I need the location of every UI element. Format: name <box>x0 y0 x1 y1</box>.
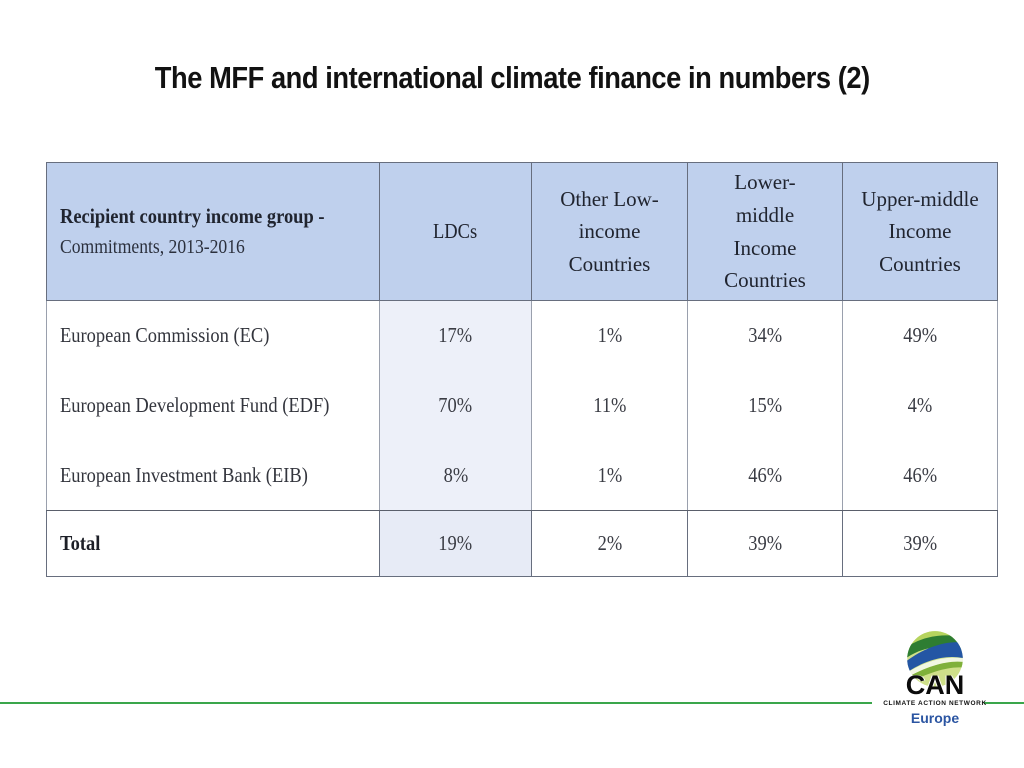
cell-value: 34% <box>748 323 782 348</box>
cell-value: 8% <box>443 462 468 487</box>
row-label: European Investment Bank (EIB) <box>60 462 308 487</box>
cell-value: 17% <box>438 323 473 348</box>
cell-value: 46% <box>903 462 937 487</box>
cell-value: 46% <box>748 462 782 487</box>
column-header-other-low-income: Other Low-income Countries <box>531 162 688 301</box>
stub-header-line2: Commitments, 2013-2016 <box>60 236 245 259</box>
cell-value: 49% <box>903 323 937 348</box>
row-label: European Commission (EC) <box>60 323 270 348</box>
table-header-row: Recipient country income group - Commitm… <box>46 162 998 301</box>
table-row-eib: European Investment Bank (EIB) 8% 1% 46%… <box>46 440 998 511</box>
table-row-total: Total 19% 2% 39% 39% <box>46 510 998 577</box>
page-title-text: The MFF and international climate financ… <box>154 60 870 95</box>
can-europe-logo: CAN CLIMATE ACTION NETWORK Europe <box>868 630 1002 725</box>
cell-value: 39% <box>903 531 937 555</box>
cell-value: 39% <box>748 531 782 555</box>
climate-finance-table: Recipient country income group - Commitm… <box>46 162 998 577</box>
row-label: European Development Fund (EDF) <box>60 393 330 417</box>
cell-value: 19% <box>438 531 473 555</box>
cell-value: 2% <box>597 531 622 555</box>
footer-accent-line-left <box>0 702 872 704</box>
column-header-lower-middle: Lower-middle Income Countries <box>687 162 843 301</box>
table-row-edf: European Development Fund (EDF) 70% 11% … <box>46 370 998 441</box>
cell-value: 4% <box>907 393 933 417</box>
cell-value: 70% <box>438 393 473 417</box>
column-header-upper-middle: Upper-middle Income Countries <box>842 162 998 301</box>
logo-region: Europe <box>910 709 960 726</box>
logo-acronym: CAN <box>905 670 965 700</box>
cell-value: 15% <box>748 393 782 417</box>
cell-value: 1% <box>597 323 622 348</box>
table-stub-header: Recipient country income group - Commitm… <box>46 162 380 301</box>
stub-header-line1: Recipient country income group - <box>60 203 325 228</box>
footer-accent-line-right <box>984 702 1024 704</box>
globe-icon <box>907 631 963 687</box>
page-title: The MFF and international climate financ… <box>0 60 1024 96</box>
total-label: Total <box>60 531 101 555</box>
cell-value: 11% <box>592 393 627 417</box>
column-header-ldcs: LDCs <box>379 162 532 301</box>
table-row-ec: European Commission (EC) 17% 1% 34% 49% <box>46 300 998 371</box>
cell-value: 1% <box>597 462 622 487</box>
logo-name: CLIMATE ACTION NETWORK <box>883 700 987 707</box>
